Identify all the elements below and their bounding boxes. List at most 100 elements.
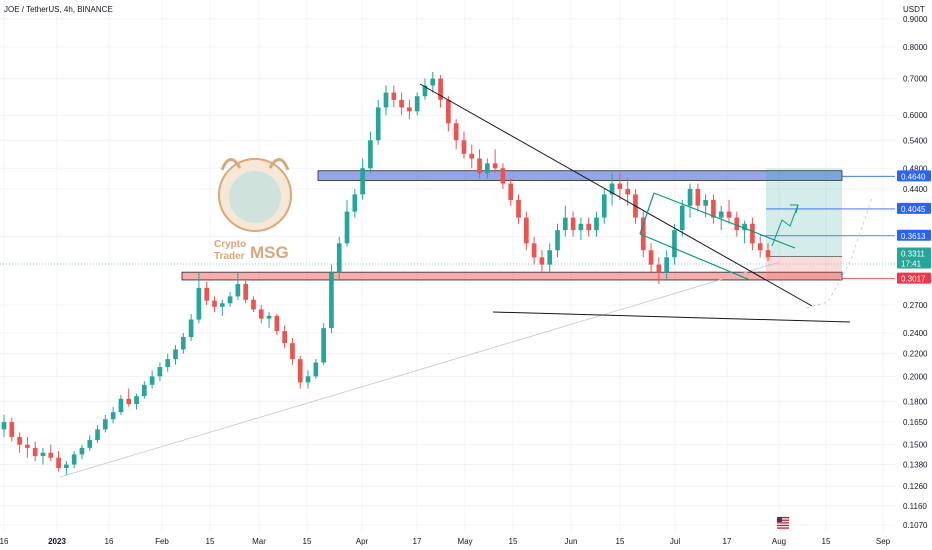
candle-body[interactable] — [25, 444, 30, 448]
candle-body[interactable] — [173, 349, 178, 360]
candle-body[interactable] — [17, 436, 22, 445]
rising-trendline-faint[interactable] — [59, 261, 781, 478]
candle-body[interactable] — [266, 315, 272, 319]
candle-body[interactable] — [742, 223, 747, 231]
candle-body[interactable] — [274, 315, 280, 332]
candle-body[interactable] — [258, 309, 264, 319]
candle-body[interactable] — [523, 217, 529, 244]
candle-body[interactable] — [750, 223, 755, 244]
candle-body[interactable] — [469, 153, 475, 159]
candle-body[interactable] — [204, 288, 210, 301]
candle-body[interactable] — [578, 223, 584, 231]
support-zone[interactable] — [181, 271, 843, 281]
candle-body[interactable] — [391, 92, 397, 100]
candle-body[interactable] — [477, 158, 482, 174]
candle-body[interactable] — [157, 367, 163, 377]
candle-body[interactable] — [126, 398, 132, 405]
candle-body[interactable] — [219, 303, 225, 307]
candle-body[interactable] — [321, 328, 326, 363]
candle-body[interactable] — [368, 140, 373, 169]
candle-body[interactable] — [726, 211, 732, 218]
channel-upper[interactable] — [653, 192, 796, 249]
candle-body[interactable] — [547, 250, 553, 265]
candle-body[interactable] — [555, 230, 560, 251]
channel-left-edge[interactable] — [639, 192, 655, 235]
candle-body[interactable] — [687, 188, 693, 206]
candle-body[interactable] — [711, 199, 716, 218]
candle-body[interactable] — [601, 194, 607, 218]
channel-lower[interactable] — [639, 233, 751, 281]
candle-body[interactable] — [446, 99, 451, 124]
candle-body[interactable] — [500, 168, 506, 184]
loss-zone[interactable] — [766, 256, 842, 279]
candle-body[interactable] — [235, 283, 241, 297]
candle-body[interactable] — [734, 217, 740, 231]
candle-body[interactable] — [243, 283, 249, 300]
candle-body[interactable] — [757, 243, 763, 251]
candle-body[interactable] — [430, 78, 436, 86]
candle-body[interactable] — [196, 288, 202, 320]
us-flag-icon[interactable] — [775, 515, 791, 531]
candle-body[interactable] — [110, 412, 116, 420]
candle-body[interactable] — [399, 99, 404, 108]
candle-body[interactable] — [251, 299, 256, 310]
candle-body[interactable] — [48, 452, 54, 458]
profit-zone[interactable] — [766, 168, 842, 257]
candle-body[interactable] — [492, 163, 498, 169]
candle-body[interactable] — [586, 223, 592, 231]
candle-body[interactable] — [141, 384, 147, 397]
candle-body[interactable] — [95, 429, 100, 441]
candle-body[interactable] — [56, 457, 61, 468]
candle-body[interactable] — [118, 398, 124, 413]
candle-body[interactable] — [718, 211, 724, 218]
candle-body[interactable] — [352, 194, 358, 212]
candle-body[interactable] — [703, 199, 708, 206]
candle-body[interactable] — [134, 396, 139, 405]
candle-body[interactable] — [64, 464, 69, 468]
resistance-zone[interactable] — [317, 170, 843, 181]
candle-body[interactable] — [664, 257, 669, 273]
candle-body[interactable] — [32, 447, 38, 457]
candle-body[interactable] — [149, 376, 155, 385]
projection-arrow[interactable] — [771, 204, 799, 247]
candle-body[interactable] — [290, 343, 295, 360]
candle-body[interactable] — [103, 419, 108, 430]
candle-body[interactable] — [640, 217, 646, 251]
candle-body[interactable] — [336, 243, 342, 273]
candle-body[interactable] — [414, 96, 420, 112]
candle-body[interactable] — [617, 183, 623, 189]
candle-body[interactable] — [227, 296, 233, 304]
candle-body[interactable] — [344, 211, 350, 244]
candle-body[interactable] — [360, 168, 365, 195]
candle-body[interactable] — [695, 188, 701, 206]
candle-body[interactable] — [648, 250, 654, 265]
candle-body[interactable] — [180, 336, 186, 350]
candle-body[interactable] — [453, 123, 459, 141]
candle-body[interactable] — [594, 217, 599, 231]
candle-body[interactable] — [672, 230, 677, 258]
candle-body[interactable] — [212, 300, 217, 307]
candle-body[interactable] — [329, 272, 334, 329]
candle-body[interactable] — [40, 452, 46, 457]
candle-body[interactable] — [679, 205, 685, 231]
candle-body[interactable] — [79, 447, 85, 455]
candle-body[interactable] — [188, 319, 194, 337]
candle-body[interactable] — [165, 359, 171, 368]
candle-body[interactable] — [508, 183, 514, 200]
candle-body[interactable] — [562, 217, 568, 231]
candle-body[interactable] — [282, 331, 287, 344]
candle-body[interactable] — [375, 107, 381, 141]
candle-body[interactable] — [71, 454, 77, 465]
candle-body[interactable] — [383, 92, 389, 108]
candle-body[interactable] — [422, 85, 428, 97]
candle-body[interactable] — [438, 78, 443, 100]
candle-body[interactable] — [609, 183, 615, 195]
candle-body[interactable] — [625, 188, 631, 195]
candle-body[interactable] — [656, 264, 662, 273]
candle-body[interactable] — [9, 422, 15, 437]
candle-body[interactable] — [297, 359, 303, 383]
descending-trendline[interactable] — [419, 83, 813, 307]
candle-body[interactable] — [516, 199, 521, 218]
